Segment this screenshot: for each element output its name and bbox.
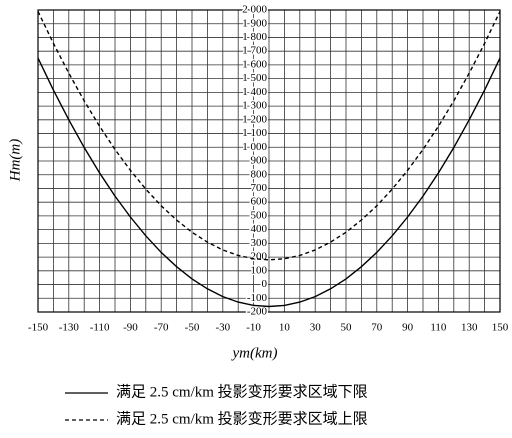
x-tick-label: -90 (123, 322, 138, 334)
x-tick-label: 90 (402, 322, 414, 334)
y-tick-label: 300 (251, 237, 268, 249)
x-tick-label: -70 (154, 322, 169, 334)
y-tick-label: 1 200 (242, 113, 267, 125)
y-tick-label: 1 500 (242, 72, 267, 84)
x-axis-label: ym(km) (231, 345, 278, 361)
y-tick-label: 1 800 (242, 31, 267, 43)
legend-label: 满足 2.5 cm/km 投影变形要求区域上限 (116, 410, 368, 427)
y-tick-label: 200 (251, 251, 268, 263)
grid (37, 9, 501, 313)
x-tick-label: -30 (215, 322, 230, 334)
y-tick-label: 100 (251, 264, 268, 276)
x-tick-label: -150 (28, 322, 49, 334)
y-tick-label: 1 300 (242, 100, 267, 112)
x-tick-label: -50 (185, 322, 200, 334)
plot-frame (37, 9, 501, 313)
y-tick-label: 700 (251, 182, 268, 194)
y-tick-label: 1 900 (242, 17, 267, 29)
x-tick-label: 110 (430, 322, 447, 334)
y-tick-label: 800 (251, 168, 268, 180)
y-tick-label: 600 (251, 196, 268, 208)
y-tick-label: 1 100 (242, 127, 267, 139)
data-line (37, 57, 501, 308)
legend-label: 满足 2.5 cm/km 投影变形要求区域下限 (116, 383, 368, 400)
y-tick-label: 1 400 (242, 86, 267, 98)
x-tick-label: 10 (279, 322, 291, 334)
y-tick-label: -100 (247, 292, 268, 304)
x-tick-label: 50 (341, 322, 353, 334)
x-tick-label: 130 (461, 322, 478, 334)
y-axis-label: Hm(m) (7, 139, 23, 183)
x-tick-label: -110 (90, 322, 110, 334)
y-tick-label: 0 (262, 278, 268, 290)
x-tick-label: -130 (59, 322, 80, 334)
y-tick-label: 1 700 (242, 45, 267, 57)
y-tick-label: 2 000 (242, 4, 267, 16)
x-tick-label: 70 (371, 322, 383, 334)
y-tick-label: 1 000 (242, 141, 267, 153)
y-tick-label: 1 600 (242, 58, 267, 70)
y-tick-label: 400 (251, 223, 268, 235)
x-tick-label: 150 (492, 322, 509, 334)
x-tick-label: -10 (246, 322, 261, 334)
y-tick-label: 500 (251, 209, 268, 221)
y-tick-label: -200 (247, 306, 268, 318)
x-tick-label: 30 (310, 322, 322, 334)
y-tick-label: 900 (251, 155, 268, 167)
